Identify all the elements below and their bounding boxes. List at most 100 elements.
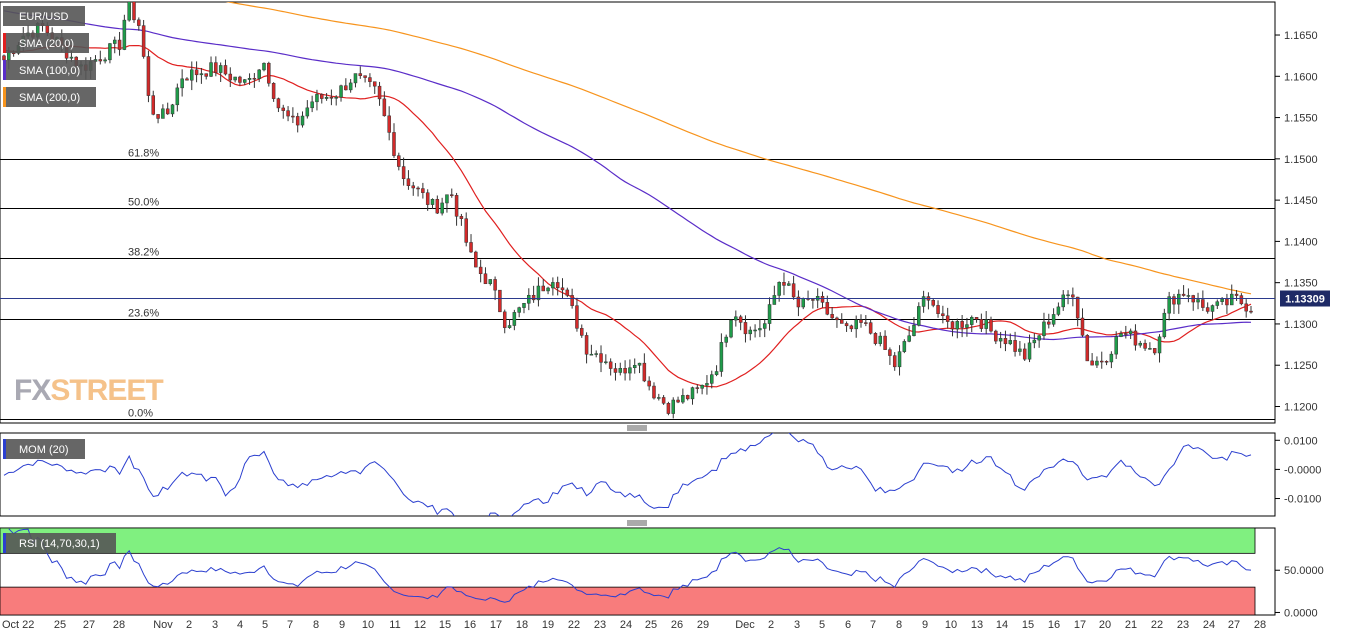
candle [488,279,493,286]
candle [483,267,488,285]
candle [190,61,194,91]
candle [233,76,237,83]
candle [873,332,878,346]
candle [931,298,935,308]
candle [267,61,271,87]
candle [372,81,377,94]
rsi-oversold-zone [0,586,1256,615]
fxstreet-logo: FXSTREET [14,374,163,407]
candle [1042,312,1046,340]
candle [584,332,589,364]
candle [502,309,507,334]
symbol-badge-label: EUR/USD [19,11,69,23]
candle [180,69,184,97]
y-tick-label: 1.1450 [1284,195,1318,207]
candle [1027,334,1032,363]
candle [979,313,984,332]
candle [1061,290,1065,311]
candle [844,321,849,332]
candle [719,333,724,377]
candle [994,329,998,345]
candle [493,276,497,301]
x-tick-label: 3 [794,619,800,631]
fib-level-label: 23.6% [128,308,159,320]
candle [218,62,223,82]
sma-line-100 [3,10,1252,341]
candle [912,317,916,337]
x-tick-label: 7 [287,619,293,631]
candle [185,77,189,81]
panel-resize-handle-1[interactable] [627,425,647,431]
candle [637,362,642,374]
candle [743,315,748,343]
legend-sma100[interactable]: SMA (100,0) [3,60,96,80]
panel-resize-handle-2[interactable] [627,520,647,526]
y-tick-label: 1.1200 [1284,401,1318,413]
x-tick-label: Oct 22 [2,619,34,631]
legend-mom[interactable]: MOM (20) [3,439,85,459]
candle [575,297,579,332]
candle [1167,291,1171,321]
y-tick-label: 1.1600 [1284,71,1318,83]
legend-rsi[interactable]: RSI (14,70,30,1) [3,533,116,553]
candle [546,286,550,295]
candle [1249,306,1253,314]
candle [1186,288,1191,303]
fib-level-label: 38.2% [128,247,159,259]
candle [941,305,945,324]
y-tick-label: 1.1300 [1284,319,1318,331]
candle [271,82,276,102]
legend-sma200[interactable]: SMA (200,0) [3,87,96,107]
candle [632,358,637,374]
x-tick-label: 2 [768,619,774,631]
candle [758,319,762,338]
candle [1066,290,1070,305]
y-tick-label: 1.1250 [1284,360,1318,372]
legend-sma200-label: SMA (200,0) [19,92,80,104]
candle [122,14,127,51]
candle [339,84,343,102]
candle [1229,284,1234,306]
candle [835,316,839,328]
candle [430,198,435,210]
candle [859,314,863,328]
legend-sma20[interactable]: SMA (20,0) [3,33,89,53]
candle [1071,287,1075,307]
candle [459,213,464,226]
candle [464,212,468,247]
symbol-badge[interactable]: EUR/USD [3,6,85,26]
candle [344,78,348,91]
candle [878,332,883,347]
candle [560,278,565,299]
candle [599,345,603,373]
candle [830,307,834,320]
candle [1128,328,1133,340]
candle [1215,299,1220,309]
candle [734,310,738,327]
candle [1099,351,1104,369]
x-tick-label: 17 [490,619,502,631]
candle [175,83,180,112]
candle [1051,308,1056,327]
x-tick-label: Nov [153,619,173,631]
candle [478,259,483,283]
x-tick-label: 24 [620,619,632,631]
candle [353,73,358,88]
x-tick-label: 26 [671,619,683,631]
candle [474,250,478,268]
x-tick-label: 5 [819,619,825,631]
legend-mom-label: MOM (20) [19,444,69,456]
y-tick-label: 0.0100 [1284,435,1318,447]
candle [974,317,979,323]
candle [1124,325,1128,339]
x-tick-label: 4 [237,619,243,631]
x-tick-label: 9 [339,619,345,631]
candle [950,320,955,337]
candle [796,290,801,317]
candle [247,73,252,85]
x-tick-label: 8 [896,619,902,631]
x-tick-label: 20 [1099,619,1111,631]
candle [262,62,266,72]
candle [1032,333,1037,349]
x-tick-label: 16 [464,619,476,631]
